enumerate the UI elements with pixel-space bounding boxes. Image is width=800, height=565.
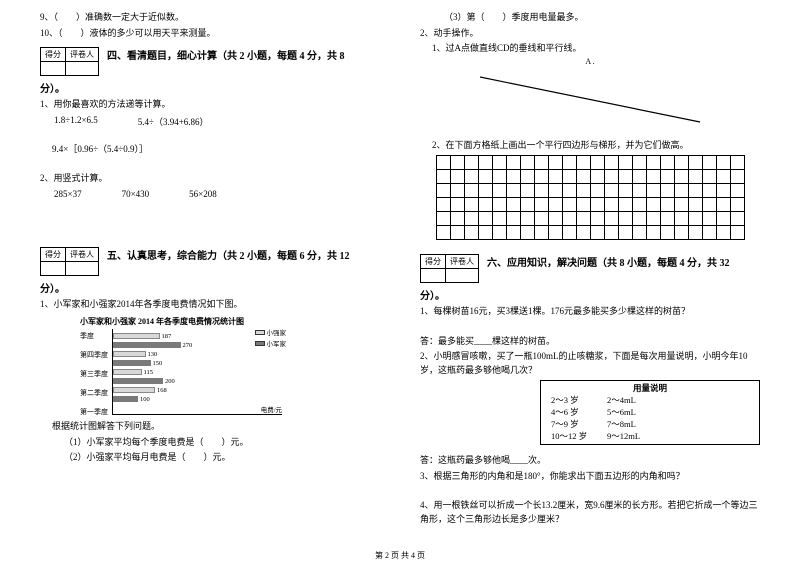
chart-legend: 小强家 小军家 — [255, 327, 287, 349]
s4-q2: 2、用竖式计算。 — [40, 172, 380, 186]
page-footer: 第 2 页 共 4 页 — [0, 550, 800, 561]
s6-q3: 3、根据三角形的内角和是180°，你能求出下面五边形的内角和吗？ — [420, 470, 760, 484]
grid-paper — [436, 155, 745, 240]
score-label: 得分 — [41, 247, 66, 261]
question-9: 9、（ ）准确数一定大于近似数。 — [40, 11, 380, 25]
s6-q1-answer: 答：最多能买____棵这样的树苗。 — [420, 335, 760, 349]
score-label: 得分 — [41, 48, 66, 62]
s5-q1: 1、小军家和小强家2014年各季度电费情况如下图。 — [40, 298, 380, 312]
section-6-title: 六、应用知识，解决问题（共 8 小题，每题 4 分，共 32 — [487, 254, 760, 269]
section-6-suffix: 分）。 — [420, 287, 760, 302]
line-cd — [460, 72, 720, 132]
grader-label: 评卷人 — [66, 48, 99, 62]
chart-y-labels: 季度 第四季度 第三季度 第二季度 第一季度 — [80, 329, 108, 417]
score-box-4: 得分评卷人 — [40, 47, 99, 76]
eq-2c: 56×208 — [189, 189, 217, 199]
eq-2b: 70×430 — [122, 189, 150, 199]
s4-q1: 1、用你最喜欢的方法递等计算。 — [40, 98, 380, 112]
chart-x-axis: 电费/元 — [113, 404, 282, 414]
s6-q2: 2、小明感冒咳嗽，买了一瓶100mL的止咳糖浆，下面是每次用量说明，小明今年10… — [420, 350, 760, 377]
s6-q4: 4、用一根铁丝可以折成一个长13.2厘米，宽9.6厘米的长方形。若把它折成一个等… — [420, 499, 760, 526]
s6-q1: 1、每棵树苗16元，买3棵送1棵。176元最多能买多少棵这样的树苗？ — [420, 305, 760, 319]
chart-title: 小军家和小强家 2014 年各季度电费情况统计图 — [80, 316, 380, 327]
s5-q1-3: （3）第（ ）季度用电量最多。 — [420, 11, 760, 25]
s5-q1-1: （1）小军家平均每个季度电费是（ ）元。 — [40, 436, 380, 450]
s5-q2: 2、动手操作。 — [420, 27, 760, 41]
chart-bars-area: 小强家 小军家 187270130150115200168100 电费/元 — [112, 329, 282, 415]
score-box-6: 得分评卷人 — [420, 254, 479, 283]
section-5-title: 五、认真思考，综合能力（共 2 小题，每题 6 分，共 12 — [107, 247, 380, 262]
section-5-suffix: 分）。 — [40, 280, 380, 295]
point-a-label: A . — [420, 57, 760, 66]
grader-label: 评卷人 — [66, 247, 99, 261]
s5-q2a: 1、过A点做直线CD的垂线和平行线。 — [420, 42, 760, 56]
s5-q2b: 2、在下面方格纸上画出一个平行四边形与梯形，并为它们做高。 — [420, 139, 760, 153]
eq-1b: 5.4÷（3.94+6.86） — [138, 115, 209, 128]
bar-chart: 小军家和小强家 2014 年各季度电费情况统计图 季度 第四季度 第三季度 第二… — [80, 316, 380, 417]
s5-q1-2: （2）小强家平均每月电费是（ ）元。 — [40, 451, 380, 465]
score-label: 得分 — [421, 255, 446, 269]
section-4-title: 四、看清题目，细心计算（共 2 小题，每题 4 分，共 8 — [107, 47, 380, 62]
score-box-5: 得分评卷人 — [40, 247, 99, 276]
s5-q1-prompt: 根据统计图解答下列问题。 — [40, 420, 380, 434]
eq-1c: 9.4×［0.96÷（5.4÷0.9）］ — [40, 143, 380, 157]
dosage-title: 用量说明 — [551, 383, 749, 395]
question-10: 10、（ ）液体的多少可以用天平来测量。 — [40, 27, 380, 41]
eq-2a: 285×37 — [54, 189, 82, 199]
dosage-table: 用量说明 2～3 岁2～4mL4～6 岁5～6mL7～9 岁7～8mL10～12… — [540, 380, 760, 445]
section-4-suffix: 分）。 — [40, 80, 380, 95]
eq-1a: 1.8÷1.2×6.5 — [54, 115, 98, 128]
grader-label: 评卷人 — [446, 255, 479, 269]
s6-q2-answer: 答：这瓶药最多够他喝____次。 — [420, 454, 760, 468]
